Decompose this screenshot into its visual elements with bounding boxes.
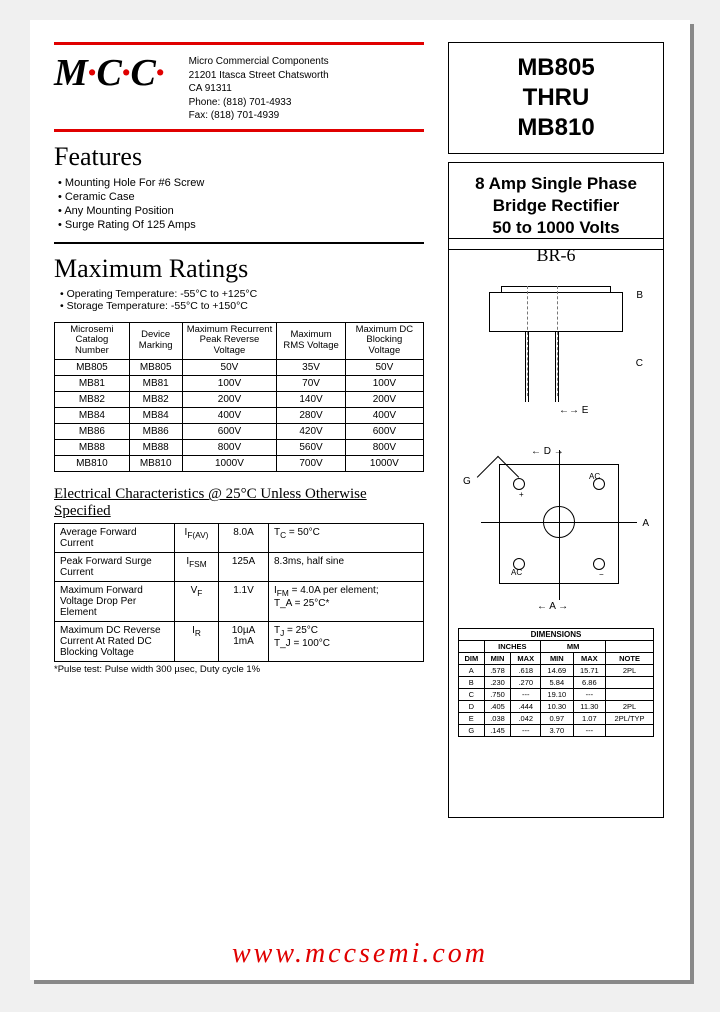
ratings-table: Microsemi Catalog NumberDevice MarkingMa…	[54, 322, 424, 473]
elec-table: Average Forward CurrentIF(AV)8.0ATC = 50…	[54, 523, 424, 662]
rule-bottom	[54, 129, 424, 132]
part-number-box: MB805 THRU MB810	[448, 42, 664, 154]
company-address: Micro Commercial Components 21201 Itasca…	[189, 55, 329, 123]
elec-char-title: Electrical Characteristics @ 25°C Unless…	[54, 486, 424, 520]
mcc-logo: M·C·C·	[54, 51, 165, 123]
dimensions-table: DIMENSIONSINCHESMMDIMMINMAXMINMAXNOTEA.5…	[458, 628, 654, 737]
features-list: Mounting Hole For #6 ScrewCeramic CaseAn…	[58, 176, 424, 232]
package-bottom-view: ← D → A ← A → G + AC AC −	[461, 422, 651, 622]
rule-section	[54, 242, 424, 244]
website-url: www.mccsemi.com	[30, 938, 690, 970]
package-name: BR-6	[449, 245, 663, 266]
max-ratings-title: Maximum Ratings	[54, 254, 424, 284]
package-diagram: BR-6 B C ←→ E ← D → A ← A → G	[448, 238, 664, 818]
package-side-view: B C ←→ E	[471, 272, 641, 412]
datasheet-page: M·C·C· Micro Commercial Components 21201…	[30, 20, 690, 980]
pulse-note: *Pulse test: Pulse width 300 µsec, Duty …	[54, 664, 424, 675]
ratings-notes: Operating Temperature: -55°C to +125°C S…	[60, 288, 424, 312]
top-right-boxes: MB805 THRU MB810 8 Amp Single Phase Brid…	[448, 42, 664, 258]
rule-top	[54, 42, 424, 45]
features-title: Features	[54, 142, 424, 172]
header-row: M·C·C· Micro Commercial Components 21201…	[54, 51, 424, 123]
